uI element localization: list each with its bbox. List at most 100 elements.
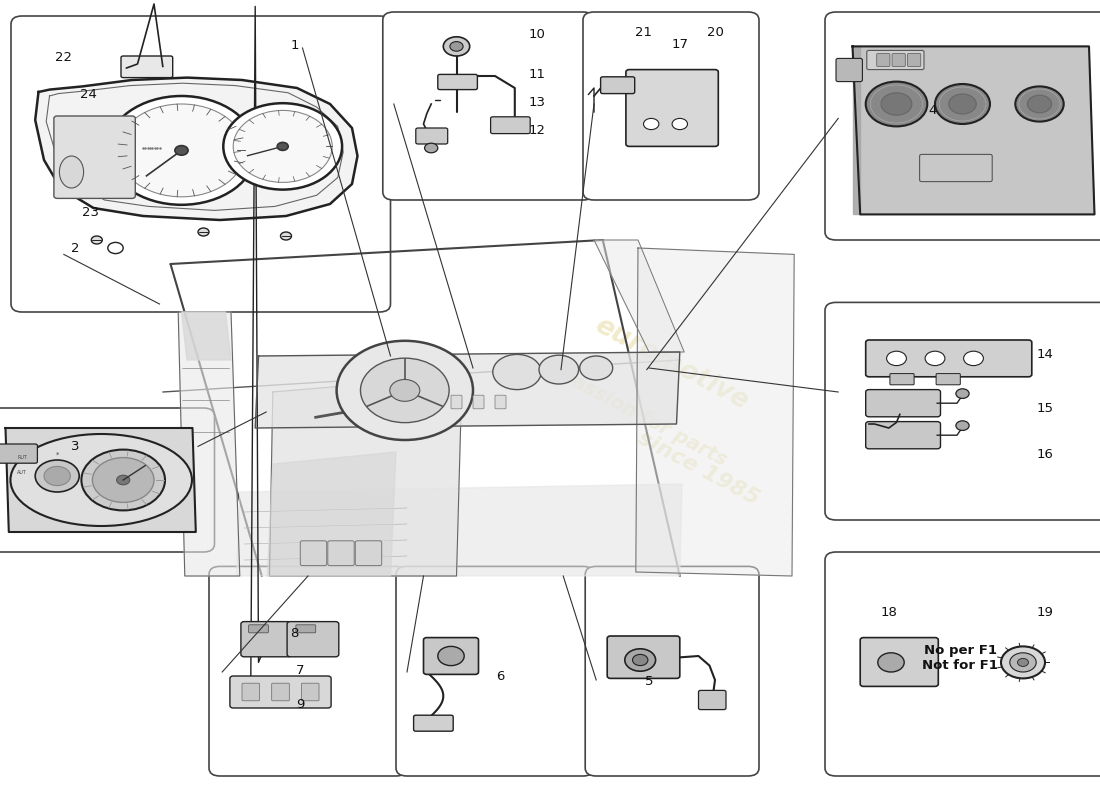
Circle shape: [1010, 653, 1036, 672]
FancyBboxPatch shape: [626, 70, 718, 146]
FancyBboxPatch shape: [825, 302, 1100, 520]
FancyBboxPatch shape: [698, 690, 726, 710]
FancyBboxPatch shape: [414, 715, 453, 731]
FancyBboxPatch shape: [0, 408, 214, 552]
FancyBboxPatch shape: [866, 340, 1032, 377]
Circle shape: [277, 142, 288, 150]
Ellipse shape: [11, 434, 191, 526]
Text: 11: 11: [528, 68, 546, 81]
FancyBboxPatch shape: [287, 622, 339, 657]
FancyBboxPatch shape: [296, 625, 316, 633]
Text: *: *: [55, 451, 59, 458]
Polygon shape: [6, 428, 196, 532]
Circle shape: [280, 232, 292, 240]
FancyBboxPatch shape: [438, 74, 477, 90]
Text: 4: 4: [928, 104, 937, 117]
FancyBboxPatch shape: [890, 374, 914, 385]
FancyBboxPatch shape: [241, 622, 292, 657]
FancyBboxPatch shape: [396, 566, 594, 776]
Circle shape: [948, 94, 977, 114]
FancyBboxPatch shape: [825, 552, 1100, 776]
Circle shape: [866, 82, 927, 126]
Text: 7: 7: [296, 664, 305, 677]
Text: euromotive: euromotive: [590, 313, 752, 415]
FancyBboxPatch shape: [583, 12, 759, 200]
Text: 8: 8: [290, 627, 299, 640]
FancyBboxPatch shape: [920, 154, 992, 182]
Polygon shape: [178, 312, 240, 576]
Circle shape: [887, 351, 906, 366]
Circle shape: [493, 354, 541, 390]
Circle shape: [1001, 646, 1045, 678]
Circle shape: [443, 37, 470, 56]
Circle shape: [539, 355, 579, 384]
FancyBboxPatch shape: [383, 12, 594, 200]
Text: 1: 1: [290, 39, 299, 52]
FancyBboxPatch shape: [601, 77, 635, 94]
Text: passion for parts: passion for parts: [557, 366, 730, 470]
Circle shape: [964, 351, 983, 366]
FancyBboxPatch shape: [825, 12, 1100, 240]
Circle shape: [118, 104, 245, 197]
Circle shape: [35, 460, 79, 492]
Circle shape: [450, 42, 463, 51]
Polygon shape: [594, 240, 684, 352]
Polygon shape: [636, 248, 794, 576]
Circle shape: [935, 84, 990, 124]
Text: 24: 24: [79, 88, 97, 101]
Polygon shape: [255, 352, 680, 428]
FancyBboxPatch shape: [54, 116, 135, 198]
Text: 6: 6: [496, 670, 505, 682]
FancyBboxPatch shape: [209, 566, 407, 776]
Circle shape: [632, 654, 648, 666]
Text: 20: 20: [706, 26, 724, 38]
FancyBboxPatch shape: [936, 374, 960, 385]
FancyBboxPatch shape: [121, 56, 173, 78]
Text: 17: 17: [671, 38, 689, 50]
Circle shape: [438, 646, 464, 666]
FancyBboxPatch shape: [416, 128, 448, 144]
Circle shape: [92, 458, 154, 502]
Text: e
f
g: e f g: [983, 54, 1019, 234]
Polygon shape: [852, 46, 1094, 214]
Circle shape: [1015, 86, 1064, 122]
FancyBboxPatch shape: [328, 541, 354, 566]
FancyBboxPatch shape: [877, 54, 890, 66]
FancyBboxPatch shape: [272, 683, 289, 701]
FancyBboxPatch shape: [860, 638, 938, 686]
FancyBboxPatch shape: [11, 16, 390, 312]
Text: 14: 14: [1036, 348, 1054, 361]
Text: AUT: AUT: [18, 470, 26, 474]
FancyBboxPatch shape: [867, 50, 924, 70]
Circle shape: [44, 466, 70, 486]
FancyBboxPatch shape: [491, 117, 530, 134]
Circle shape: [223, 103, 342, 190]
FancyBboxPatch shape: [0, 444, 37, 463]
FancyBboxPatch shape: [300, 541, 327, 566]
Circle shape: [91, 236, 102, 244]
Text: 3: 3: [70, 440, 79, 453]
Circle shape: [625, 649, 656, 671]
FancyBboxPatch shape: [451, 395, 462, 409]
FancyBboxPatch shape: [355, 541, 382, 566]
FancyBboxPatch shape: [607, 636, 680, 678]
FancyBboxPatch shape: [249, 625, 268, 633]
FancyBboxPatch shape: [301, 683, 319, 701]
Polygon shape: [35, 78, 358, 220]
Text: 16: 16: [1036, 448, 1054, 461]
FancyBboxPatch shape: [892, 54, 905, 66]
FancyBboxPatch shape: [836, 58, 862, 82]
FancyBboxPatch shape: [242, 683, 260, 701]
Text: 18: 18: [880, 606, 898, 618]
Text: 22: 22: [55, 51, 73, 64]
Text: No per F1
Not for F1: No per F1 Not for F1: [923, 643, 998, 671]
Circle shape: [233, 110, 332, 182]
Circle shape: [337, 341, 473, 440]
FancyBboxPatch shape: [585, 566, 759, 776]
Ellipse shape: [59, 156, 84, 188]
Polygon shape: [182, 312, 231, 360]
Circle shape: [107, 96, 256, 205]
Circle shape: [881, 93, 912, 115]
Circle shape: [878, 653, 904, 672]
Circle shape: [580, 356, 613, 380]
